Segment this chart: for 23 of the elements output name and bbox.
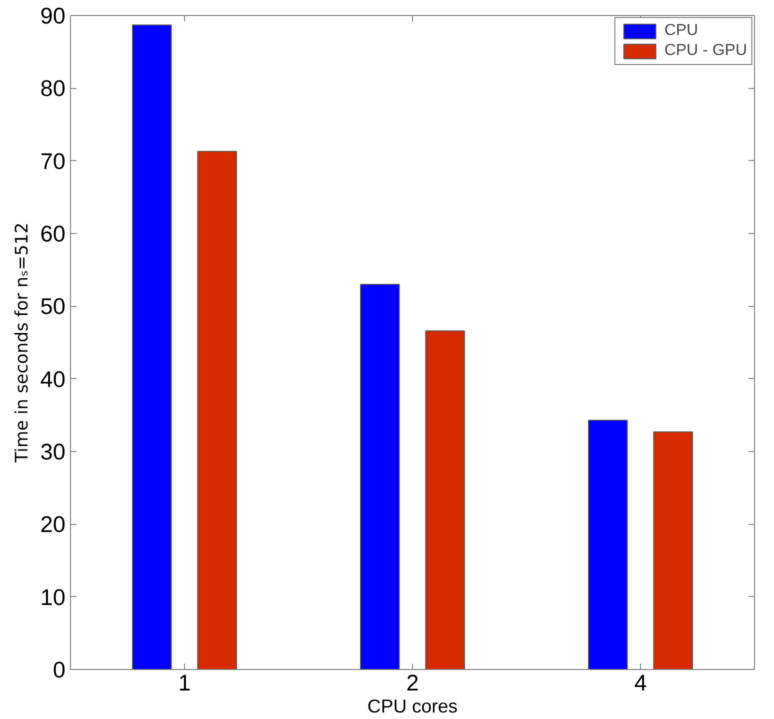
y-tick-label: 70 — [40, 148, 66, 174]
legend-label: CPU - GPU — [664, 42, 747, 60]
y-tick-label: 40 — [40, 366, 66, 392]
x-tick-label: 2 — [406, 670, 419, 696]
bar — [425, 330, 465, 670]
bar — [653, 431, 693, 670]
y-tick-label: 20 — [40, 511, 66, 538]
x-tick-label: 4 — [634, 670, 647, 696]
bar — [588, 420, 628, 670]
y-tick-label: 80 — [40, 75, 66, 102]
x-tick-label: 1 — [178, 670, 191, 696]
bar — [132, 24, 172, 670]
y-axis-title: Time in seconds for nₛ=512 — [12, 222, 32, 464]
y-tick-label: 50 — [40, 293, 66, 320]
y-tick-label: 10 — [40, 584, 66, 610]
y-tick-label: 90 — [40, 2, 66, 28]
bar — [197, 150, 237, 670]
y-tick-label: 60 — [40, 220, 66, 246]
y-tick-label: 0 — [52, 656, 66, 682]
legend-label: CPU — [664, 22, 698, 40]
y-tick-label: 30 — [40, 438, 66, 464]
bar — [360, 284, 400, 670]
x-axis-title: CPU cores — [367, 696, 458, 716]
